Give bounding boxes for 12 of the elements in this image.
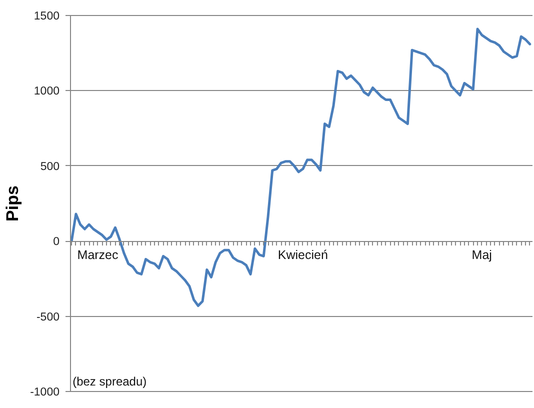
x-tick-label: Maj	[472, 248, 492, 262]
x-tick-label: Kwiecień	[278, 248, 328, 262]
x-tick-label: Marzec	[77, 248, 118, 262]
y-axis-title: Pips	[3, 186, 22, 222]
line-series	[70, 28, 532, 308]
y-tick-label: 1000	[34, 86, 60, 98]
y-tick-label: 0	[53, 236, 60, 248]
y-tick-label: -1000	[30, 386, 60, 398]
y-tick-label: -500	[36, 311, 60, 324]
annotation: (bez spreadu)	[72, 374, 147, 388]
y-tick-label: 1500	[34, 10, 60, 22]
y-tick-label: 500	[40, 160, 60, 173]
